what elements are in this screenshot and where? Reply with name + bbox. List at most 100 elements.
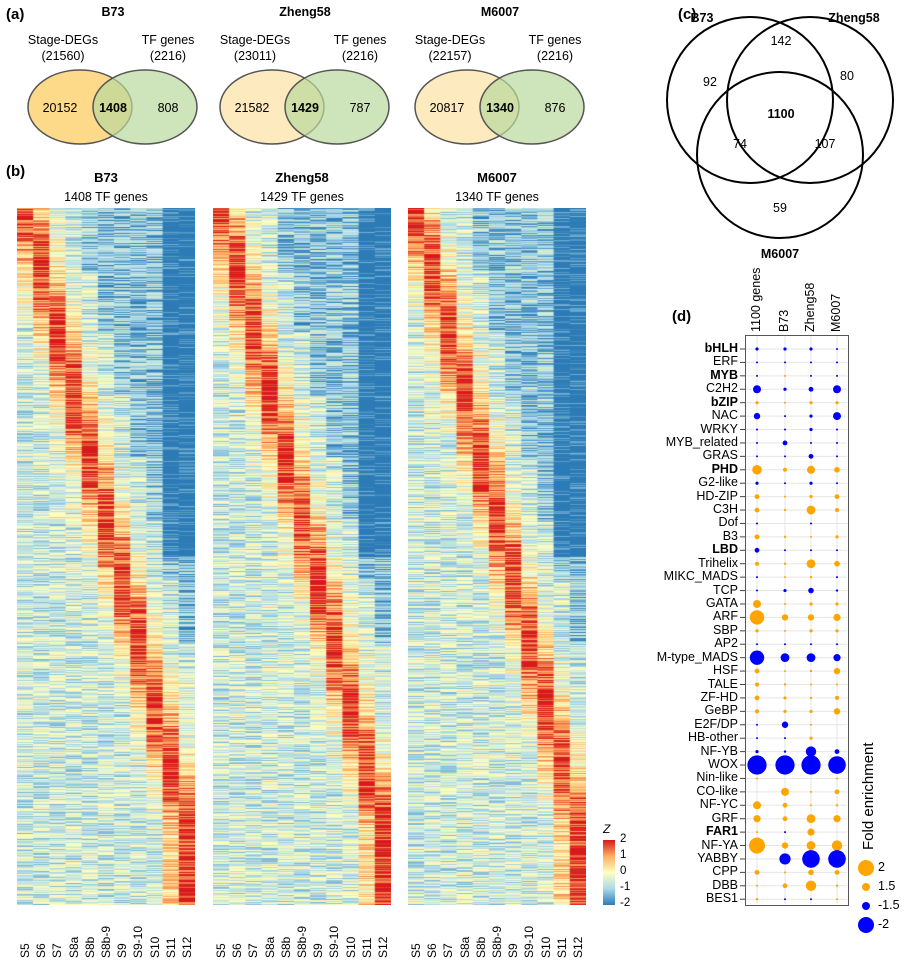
venn-ellipse-tf: [284, 69, 390, 145]
dot-enriched: [756, 777, 758, 780]
venn-a-title: Zheng58: [279, 5, 330, 19]
dot-plot-row-label: ZF-HD: [700, 689, 739, 704]
dot-plot-row-label: GATA: [705, 595, 738, 610]
dot-plot-row-label: WRKY: [700, 421, 739, 436]
dot-plot-frame: [745, 335, 849, 906]
venn-c-b73-m6007: 74: [733, 137, 747, 151]
dot-enriched: [754, 494, 760, 500]
dot-plot-row-label: Trihelix: [698, 555, 738, 570]
dot-depleted: [756, 522, 758, 525]
dot-enriched: [784, 871, 786, 874]
dot-enriched: [809, 736, 813, 740]
legend-label: 1.5: [878, 879, 896, 893]
dot-depleted: [755, 481, 759, 485]
dot-depleted: [801, 755, 821, 775]
dot-depleted: [753, 412, 761, 420]
dot-depleted: [784, 482, 786, 485]
colorbar-tick: 2: [620, 833, 627, 845]
dot-depleted: [756, 428, 758, 431]
dot-plot-row-label: MYB: [710, 367, 738, 382]
dot-plot-row-label: MYB_related: [665, 434, 738, 449]
dot-enriched: [756, 884, 758, 887]
dot-depleted: [755, 347, 759, 351]
dot-depleted: [805, 746, 817, 757]
dot-depleted: [836, 455, 838, 458]
heatmap-2: [408, 208, 586, 905]
dot-depleted: [836, 482, 838, 485]
dot-enriched: [781, 787, 789, 796]
dot-plot-row-label: NF-YB: [700, 743, 739, 758]
dot-enriched: [808, 869, 814, 876]
dot-plot-row-label: NF-YC: [699, 797, 738, 812]
colorbar-label: Z: [603, 822, 611, 836]
dot-depleted: [779, 853, 791, 865]
dot-depleted: [756, 589, 758, 592]
dot-enriched: [752, 464, 762, 475]
venn-a-overlap: 1340: [486, 101, 514, 115]
dot-enriched: [783, 508, 787, 512]
dot-depleted: [828, 850, 846, 868]
venn-a-left-total: (23011): [234, 49, 276, 63]
venn-c-all: 1100: [767, 107, 794, 121]
dot-enriched: [810, 723, 812, 726]
dot-depleted: [836, 643, 838, 646]
venn-a-title: M6007: [481, 5, 519, 19]
venn-a-0: B73 Stage-DEGs (21560) TF genes (2216) 20152 1…: [27, 5, 198, 145]
venn-a-left-only: 21582: [235, 101, 270, 115]
venn-a-left-total: (21560): [41, 49, 84, 63]
dot-plot-row-label: LBD: [712, 542, 738, 557]
dot-plot-row-label: HSF: [713, 663, 738, 678]
dot-enriched: [783, 696, 787, 700]
dot-enriched: [753, 801, 761, 810]
dot-depleted: [808, 587, 814, 594]
dot-depleted: [810, 361, 812, 364]
dot-plot-row-label: Dof: [718, 515, 738, 530]
venn-c-b73-zheng: 142: [771, 34, 792, 48]
venn-ellipse-tf: [479, 69, 585, 145]
dot-enriched: [749, 610, 765, 625]
dot-enriched: [810, 804, 812, 807]
dot-enriched: [807, 465, 815, 474]
dot-enriched: [784, 670, 786, 673]
dot-enriched: [782, 883, 788, 889]
venn-c-b73-only: 92: [703, 75, 717, 89]
dot-plot-row-label: bHLH: [704, 341, 738, 355]
dot-enriched: [783, 467, 787, 472]
dot-enriched: [836, 777, 838, 780]
dot-depleted: [756, 361, 758, 364]
heatmap-0: [17, 208, 195, 905]
dot-enriched: [781, 614, 789, 621]
dot-depleted: [754, 547, 760, 553]
venn-a-right-total: (2216): [537, 49, 573, 63]
dot-enriched: [833, 667, 841, 675]
dot-depleted: [783, 387, 787, 391]
dot-enriched: [807, 614, 815, 621]
dot-plot-column-label: M6007: [829, 293, 843, 332]
dot-enriched: [810, 535, 812, 538]
venn-c-label-m6007: M6007: [761, 247, 799, 261]
dot-plot-row-label: WOX: [708, 757, 738, 772]
dot-depleted: [784, 455, 786, 458]
dot-plot-row-label: FAR1: [706, 824, 738, 839]
legend-label: -2: [878, 917, 890, 931]
dot-enriched: [835, 884, 839, 887]
dot-enriched: [755, 401, 759, 405]
legend-label: -1.5: [878, 898, 900, 912]
dot-enriched: [834, 560, 840, 567]
dot-depleted: [756, 643, 758, 646]
dot-depleted: [781, 721, 789, 728]
dot-enriched: [835, 804, 839, 807]
dot-enriched: [784, 495, 786, 498]
dot-enriched: [834, 869, 840, 875]
dot-enriched: [754, 869, 760, 875]
dot-enriched: [806, 814, 816, 824]
dot-depleted: [783, 347, 787, 351]
dot-plot-row-label: GRAS: [702, 448, 738, 463]
dot-enriched: [753, 599, 761, 608]
dot-enriched: [835, 629, 839, 633]
venn-c-zheng-only: 80: [840, 69, 854, 83]
dot-depleted: [836, 428, 838, 431]
dot-depleted: [810, 643, 812, 646]
panel-label-b: (b): [6, 163, 26, 180]
